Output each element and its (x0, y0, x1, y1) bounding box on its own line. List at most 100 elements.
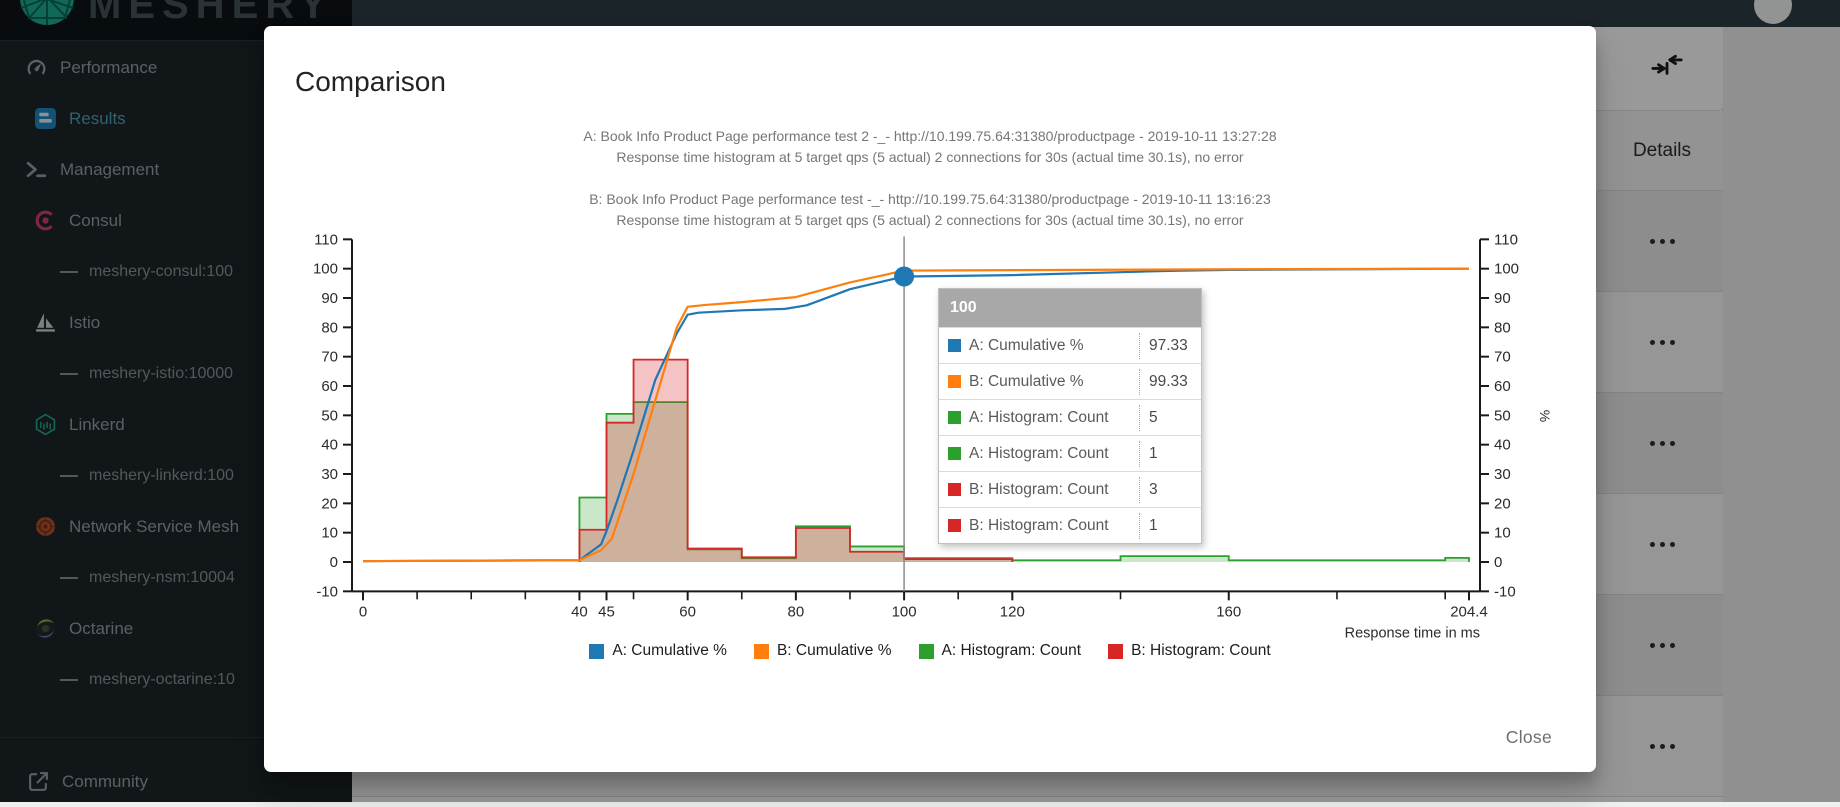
sidebar-item-label: meshery-linkerd:100 (89, 466, 234, 484)
dash-icon (60, 270, 78, 273)
sidebar-item-label: Community (62, 771, 148, 791)
table-footer (352, 797, 1723, 802)
gauge-icon (25, 56, 48, 79)
sidebar-item-octarine[interactable]: Octarine (0, 603, 352, 654)
tooltip-row: B: Cumulative % 99.33 (939, 363, 1201, 399)
sidebar-item-label: meshery-octarine:10 (89, 670, 235, 688)
svg-text:40: 40 (1494, 437, 1511, 454)
dash-icon (60, 372, 78, 375)
sidebar-item-meshery-nsm-10004[interactable]: meshery-nsm:10004 (0, 552, 352, 603)
modal-title: Comparison (295, 66, 446, 97)
tooltip-series-label: B: Cumulative % (969, 372, 1084, 390)
more-options-icon[interactable] (1601, 292, 1723, 393)
more-options-icon[interactable] (1601, 191, 1723, 292)
chart-title-a-line1: A: Book Info Product Page performance te… (583, 128, 1277, 144)
svg-text:45: 45 (598, 603, 615, 620)
legend-item-a-histogram-count[interactable]: A: Histogram: Count (918, 642, 1082, 660)
legend-color-swatch (753, 643, 769, 659)
sidebar-divider (0, 737, 352, 738)
terminal-icon (25, 158, 48, 181)
sidebar-item-label: Consul (69, 210, 122, 230)
sidebar-item-consul[interactable]: Consul (0, 195, 352, 246)
legend-label: A: Cumulative % (612, 642, 727, 659)
dash-icon (60, 678, 78, 681)
tooltip-series-label: A: Histogram: Count (969, 408, 1109, 426)
svg-text:110: 110 (314, 231, 338, 248)
more-options-icon[interactable] (1601, 494, 1723, 595)
legend-label: A: Histogram: Count (941, 642, 1082, 659)
svg-text:10: 10 (1494, 525, 1511, 542)
tooltip-header: 100 (939, 289, 1201, 327)
legend-item-b-histogram-count[interactable]: B: Histogram: Count (1108, 642, 1271, 660)
octarine-icon (34, 617, 57, 640)
tooltip-row: A: Histogram: Count 5 (939, 399, 1201, 435)
sidebar-item-performance[interactable]: Performance (0, 42, 352, 93)
x-axis-label: Response time in ms (1345, 625, 1480, 641)
consul-icon (34, 209, 57, 232)
external-link-icon (27, 770, 50, 793)
sidebar-item-label: Octarine (69, 618, 134, 638)
collapse-columns-icon[interactable] (1645, 50, 1689, 84)
more-options-icon[interactable] (1601, 393, 1723, 494)
sidebar-nav: Performance Results Management Consul mesher… (0, 42, 352, 705)
svg-text:70: 70 (1494, 349, 1511, 366)
tooltip-series-value: 1 (1139, 440, 1201, 467)
svg-text:20: 20 (321, 495, 338, 512)
sidebar-item-meshery-istio-10000[interactable]: meshery-istio:10000 (0, 348, 352, 399)
sidebar-item-label: meshery-istio:10000 (89, 364, 234, 382)
svg-text:120: 120 (1000, 603, 1025, 620)
sidebar-item-meshery-linkerd-100[interactable]: meshery-linkerd:100 (0, 450, 352, 501)
sidebar-item-label: Performance (60, 57, 158, 77)
svg-text:-10: -10 (1494, 583, 1516, 600)
tooltip-series-label: A: Histogram: Count (969, 444, 1109, 462)
svg-text:0: 0 (1494, 554, 1502, 571)
sidebar-item-istio[interactable]: Istio (0, 297, 352, 348)
sidebar-item-meshery-consul-100[interactable]: meshery-consul:100 (0, 246, 352, 297)
sidebar-item-meshery-octarine-10[interactable]: meshery-octarine:10 (0, 654, 352, 705)
sidebar-item-label: Linkerd (69, 414, 125, 434)
legend-item-b-cumulative[interactable]: B: Cumulative % (753, 642, 892, 660)
chart-title-a-line2: Response time histogram at 5 target qps … (616, 149, 1244, 165)
svg-text:-10: -10 (316, 583, 338, 600)
svg-text:70: 70 (321, 349, 338, 366)
sidebar-item-results[interactable]: Results (0, 93, 352, 144)
legend-item-a-cumulative[interactable]: A: Cumulative % (589, 642, 727, 660)
istio-icon (34, 311, 57, 334)
sidebar-item-community[interactable]: Community (0, 756, 352, 807)
tooltip-series-label: A: Cumulative % (969, 336, 1084, 354)
sidebar-item-management[interactable]: Management (0, 144, 352, 195)
chart-legend: A: Cumulative % B: Cumulative % A: Histogr… (264, 642, 1596, 660)
legend-color-swatch (918, 643, 934, 659)
series-color-swatch (948, 447, 961, 460)
svg-text:60: 60 (321, 378, 338, 395)
tooltip-series-value: 3 (1139, 476, 1201, 503)
chart-title-b-line2: Response time histogram at 5 target qps … (616, 212, 1244, 228)
close-button[interactable]: Close (1490, 719, 1568, 756)
more-options-icon[interactable] (1601, 696, 1723, 797)
tooltip-row: A: Cumulative % 97.33 (939, 327, 1201, 363)
series-color-swatch (948, 411, 961, 424)
svg-text:50: 50 (321, 407, 338, 424)
cumulative-line (362, 267, 1469, 563)
svg-text:60: 60 (679, 603, 696, 620)
svg-text:80: 80 (321, 319, 338, 336)
sidebar-item-linkerd[interactable]: Linkerd (0, 399, 352, 450)
tooltip-row: B: Histogram: Count 3 (939, 471, 1201, 507)
sidebar-item-network-service-mesh[interactable]: Network Service Mesh (0, 501, 352, 552)
tooltip-series-value: 99.33 (1139, 368, 1201, 395)
more-options-icon[interactable] (1601, 595, 1723, 696)
tooltip-series-value: 1 (1139, 512, 1201, 539)
nsm-icon (34, 515, 57, 538)
chart-titles: A: Book Info Product Page performance te… (264, 126, 1596, 231)
tooltip-row: B: Histogram: Count 1 (939, 507, 1201, 543)
details-column-header: Details (1632, 139, 1692, 161)
tooltip-row: A: Histogram: Count 1 (939, 435, 1201, 471)
tooltip-series-value: 97.33 (1139, 332, 1201, 359)
legend-label: B: Histogram: Count (1131, 642, 1271, 659)
svg-text:110: 110 (1494, 231, 1518, 248)
svg-text:90: 90 (321, 290, 338, 307)
svg-text:0: 0 (359, 603, 367, 620)
series-color-swatch (948, 339, 961, 352)
svg-text:0: 0 (330, 554, 338, 571)
tooltip-series-label: B: Histogram: Count (969, 516, 1109, 534)
